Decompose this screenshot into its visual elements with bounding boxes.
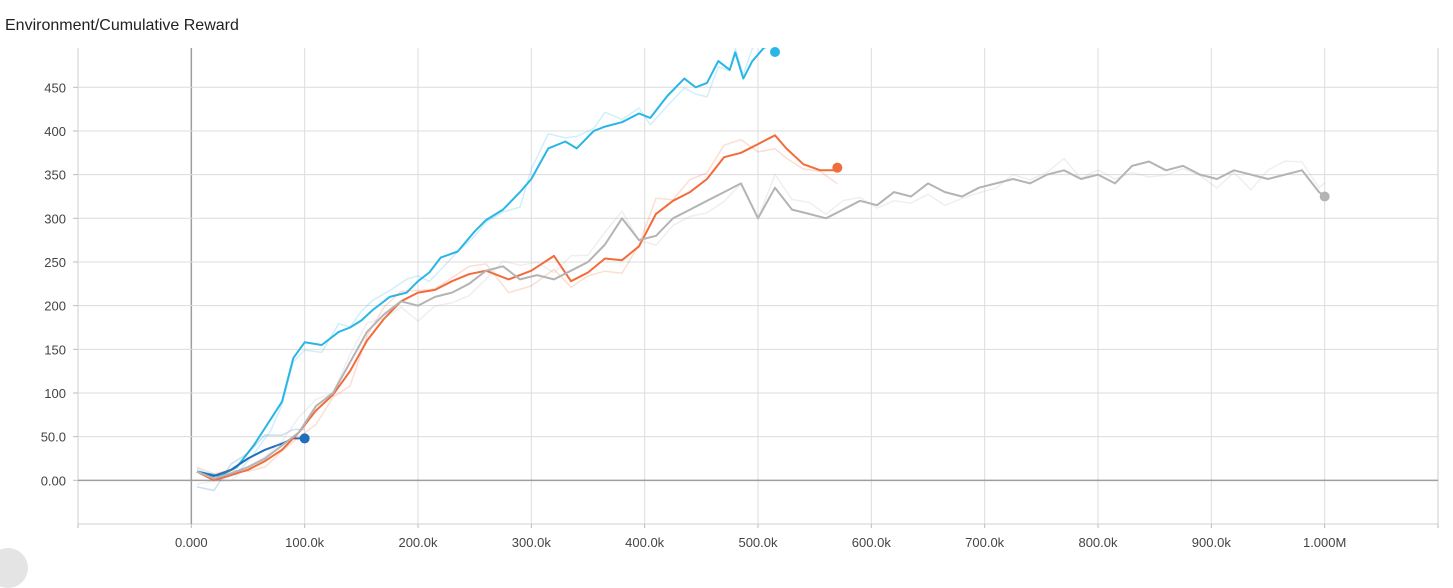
x-tick-label: 800.0k (1078, 535, 1118, 550)
x-tick-label: 500.0k (738, 535, 778, 550)
series-line (196, 160, 1326, 480)
series-end-marker (1319, 191, 1330, 202)
y-tick-label: 150 (44, 342, 66, 357)
series-line (196, 134, 838, 482)
x-tick-label: 400.0k (625, 535, 665, 550)
y-tick-label: 250 (44, 255, 66, 270)
x-tick-label: 700.0k (965, 535, 1005, 550)
x-tick-label: 100.0k (285, 535, 325, 550)
y-tick-label: 100 (44, 386, 66, 401)
y-tick-label: 350 (44, 168, 66, 183)
x-tick-label: 200.0k (398, 535, 438, 550)
chart-title: Environment/Cumulative Reward (5, 17, 239, 34)
y-tick-label: 300 (44, 211, 66, 226)
series-raw-line (196, 138, 838, 475)
reward-line-chart: 0.000 100.0k 200.0k 300.0k 400.0k 500.0k 600.0… (41, 47, 1439, 550)
y-tick-label: 400 (44, 124, 66, 139)
x-tick-label: 900.0k (1192, 535, 1232, 550)
series-end-marker (832, 162, 843, 173)
series-raw-line (196, 428, 305, 492)
y-tick-label: 0.00 (41, 473, 66, 488)
series-line (196, 48, 767, 477)
x-tick-label: 600.0k (852, 535, 892, 550)
x-tick-label: 0.000 (175, 535, 208, 550)
series-end-marker (299, 433, 310, 444)
series-end-marker (770, 47, 780, 57)
y-tick-label: 450 (44, 80, 66, 95)
series-raw-line (196, 157, 1326, 485)
y-tick-label: 200 (44, 299, 66, 314)
series-raw-line (196, 48, 754, 481)
x-tick-label: 300.0k (512, 535, 552, 550)
y-tick-label: 50.0 (41, 430, 66, 445)
x-tick-label: 1.000M (1303, 535, 1346, 550)
